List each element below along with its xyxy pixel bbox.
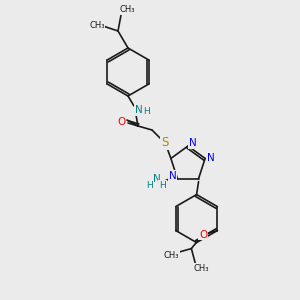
Text: N: N: [207, 153, 215, 164]
Text: CH₃: CH₃: [194, 264, 209, 273]
Text: N: N: [169, 171, 176, 181]
Text: H: H: [159, 181, 166, 190]
Text: N: N: [152, 174, 160, 184]
Text: CH₃: CH₃: [164, 251, 179, 260]
Text: N: N: [135, 105, 143, 115]
Text: O: O: [117, 117, 125, 127]
Text: H: H: [146, 181, 153, 190]
Text: S: S: [161, 136, 169, 149]
Text: N: N: [189, 138, 197, 148]
Text: CH₃: CH₃: [119, 5, 135, 14]
Text: CH₃: CH₃: [89, 20, 105, 29]
Text: O: O: [199, 230, 208, 240]
Text: H: H: [144, 106, 150, 116]
